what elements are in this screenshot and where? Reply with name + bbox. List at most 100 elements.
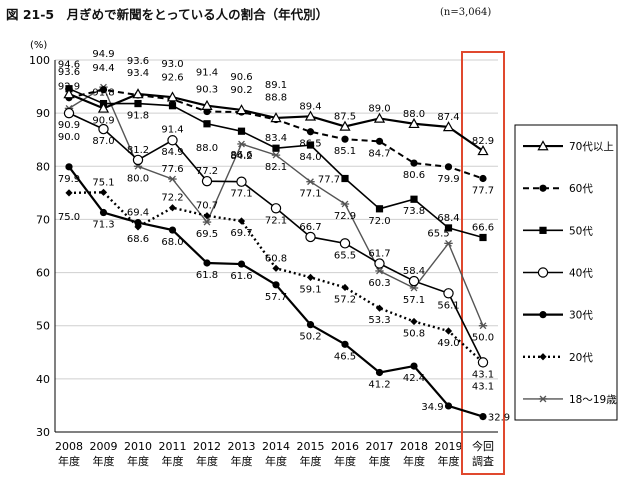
data-label: 90.9 [58, 120, 80, 131]
series-1 [63, 88, 489, 156]
data-point [444, 163, 453, 171]
data-label: 42.4 [403, 373, 425, 384]
data-point [166, 91, 179, 102]
x-tick-label: 2014 [262, 440, 290, 453]
data-label: 69.5 [196, 229, 218, 240]
data-label: 81.2 [127, 145, 149, 156]
data-point [201, 99, 213, 110]
data-label: 94.6 [58, 60, 80, 71]
data-label: 72.2 [161, 193, 183, 204]
x-tick-label: 2015 [297, 440, 325, 453]
data-point [539, 311, 547, 319]
legend-label: 18〜19歳 [569, 394, 617, 406]
asterisk-stroke [169, 175, 176, 183]
data-label: 92.9 [58, 82, 80, 93]
legend-label: 50代 [569, 225, 593, 237]
data-label: 72.0 [368, 216, 390, 227]
asterisk-stroke [341, 200, 349, 208]
data-point [270, 203, 282, 214]
asterisk-stroke [410, 284, 418, 292]
x-tick-label: 2017 [366, 440, 394, 453]
data-point [375, 205, 384, 213]
data-point [203, 120, 211, 128]
data-label: 75.0 [58, 212, 80, 223]
data-point [374, 258, 385, 269]
data-point [272, 264, 280, 272]
data-label: 84.9 [161, 147, 183, 158]
data-point [537, 140, 549, 151]
data-label: 86.6 [230, 150, 252, 161]
data-point [477, 357, 489, 368]
y-tick-label: 30 [36, 426, 50, 439]
x-tick-label: 年度 [58, 454, 80, 468]
data-point [444, 402, 453, 410]
data-point [304, 110, 317, 121]
data-label: 88.8 [265, 93, 287, 104]
data-label: 89.1 [265, 80, 287, 91]
x-tick-label: 2016 [331, 440, 359, 453]
data-point [272, 281, 280, 289]
data-point [65, 163, 73, 171]
data-point [237, 217, 246, 225]
asterisk-stroke [539, 395, 547, 403]
data-point [99, 208, 108, 217]
data-point [168, 175, 177, 183]
data-label: 69.4 [127, 208, 149, 219]
data-label: 60.8 [265, 253, 287, 264]
data-label: 77.1 [299, 189, 321, 200]
data-point [97, 102, 110, 113]
data-label: 88.0 [403, 109, 425, 120]
data-point [63, 88, 75, 99]
data-label: 83.4 [265, 133, 287, 144]
data-label: 91.4 [161, 125, 183, 136]
data-point [477, 145, 489, 156]
data-point [306, 178, 315, 186]
data-label: 69.7 [230, 228, 252, 239]
y-axis-unit: (%) [30, 40, 47, 51]
y-tick-label: 50 [36, 320, 50, 333]
data-point [99, 86, 108, 94]
y-tick-label: 80 [36, 160, 50, 173]
series-7 [64, 83, 488, 330]
data-point [98, 123, 109, 135]
data-label: 90.3 [196, 85, 218, 96]
data-label: 77.1 [230, 189, 252, 200]
data-point [410, 362, 418, 370]
data-label: 61.7 [368, 249, 390, 260]
data-point [202, 218, 212, 226]
data-point [237, 140, 246, 148]
data-point [410, 195, 418, 203]
data-label: 92.6 [161, 72, 183, 83]
data-point [479, 174, 487, 183]
data-label: 73.8 [403, 206, 425, 217]
y-tick-label: 40 [36, 373, 50, 386]
legend-item: 40代 [523, 267, 593, 280]
data-point [237, 127, 246, 135]
x-tick-label: 年度 [162, 454, 184, 468]
data-label: 32.9 [488, 413, 510, 424]
y-tick-label: 60 [36, 267, 50, 280]
legend-label: 40代 [569, 268, 593, 280]
data-label: 61.6 [230, 271, 252, 282]
data-point [539, 184, 547, 192]
data-point [132, 154, 144, 166]
asterisk-stroke [479, 322, 487, 330]
data-point [375, 304, 384, 312]
legend-item: 18〜19歳 [523, 394, 617, 406]
asterisk-stroke [238, 140, 245, 148]
data-label: 82.9 [472, 136, 494, 147]
data-point [237, 260, 246, 268]
sample-size-label: (n=3,064) [440, 7, 492, 18]
data-label: 65.5 [427, 228, 449, 239]
data-point [272, 144, 280, 152]
data-label: 94.4 [92, 63, 114, 74]
data-label: 91.4 [196, 68, 218, 79]
legend-item: 70代以上 [523, 140, 614, 153]
data-label: 84.7 [368, 148, 390, 159]
data-point [479, 412, 487, 421]
x-tick-label: 年度 [231, 454, 253, 468]
data-label: 68.4 [437, 213, 459, 224]
data-point [203, 259, 211, 267]
data-label: 50.2 [299, 332, 321, 343]
